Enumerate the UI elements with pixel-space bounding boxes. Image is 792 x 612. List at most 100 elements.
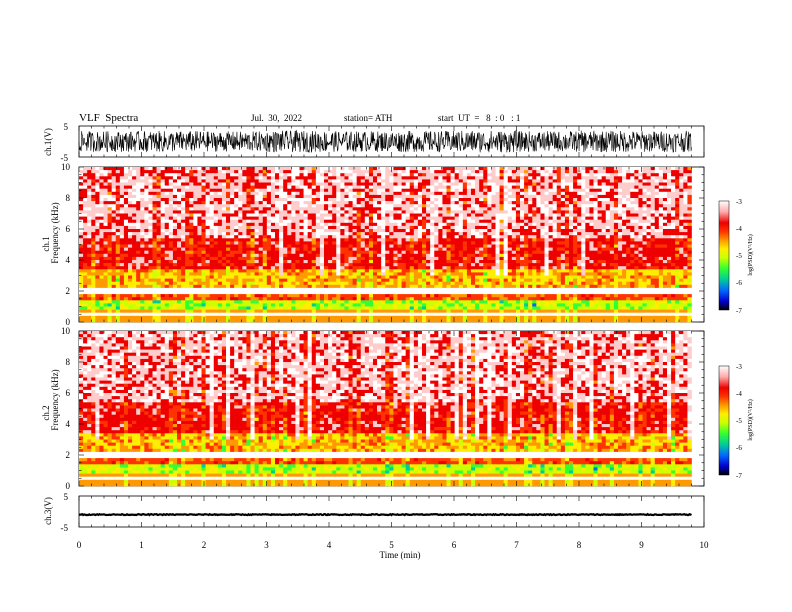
spectrogram-cell [315, 253, 321, 258]
spectrogram-cell [499, 173, 504, 177]
spectrogram-cell [128, 225, 133, 230]
spectrogram-cell [230, 188, 235, 193]
spectrogram-cell [487, 198, 492, 202]
spectrogram-cell [87, 235, 92, 239]
spectrogram-cell [356, 241, 362, 245]
spectrogram-cell [295, 194, 300, 199]
spectrogram-cell [466, 194, 472, 199]
spectrogram-cell [556, 188, 562, 193]
spectrogram-cell [609, 253, 615, 258]
spectrogram-cell [560, 229, 566, 233]
spectrogram-cell [377, 179, 382, 183]
spectrogram-cell [160, 194, 166, 199]
spectrogram-cell [605, 256, 611, 261]
spectrogram-cell [569, 182, 574, 186]
spectrogram-cell [417, 213, 423, 217]
spectrogram-cell [515, 235, 521, 239]
spectrogram-cell [299, 250, 304, 255]
spectrogram-cell [654, 201, 660, 205]
spectrogram-cell [336, 229, 341, 233]
spectrogram-cell [291, 198, 296, 202]
spectrogram-cell [458, 241, 464, 245]
spectrogram-cell [507, 238, 513, 242]
spectrogram-cell [662, 250, 668, 255]
spectrogram-cell [397, 188, 402, 193]
spectrogram-cell [238, 176, 243, 180]
spectrogram-cell [91, 173, 96, 177]
spectrogram-cell [548, 260, 553, 264]
spectrogram-cell [246, 167, 251, 171]
spectrogram-cell [532, 194, 537, 199]
spectrogram-cell [307, 229, 313, 233]
spectrogram-cell [213, 188, 219, 193]
spectrogram-cell [275, 170, 280, 174]
spectrogram-cell [397, 250, 402, 255]
spectrogram-cell [238, 194, 243, 199]
spectrogram-cell [589, 238, 594, 242]
spectrogram-cell [462, 250, 468, 255]
spectrogram-cell [79, 260, 84, 264]
spectrogram-cell [454, 222, 460, 227]
spectrogram-cell [368, 182, 374, 186]
spectrogram-cell [401, 256, 406, 261]
spectrogram-cell [266, 185, 272, 189]
spectrogram-cell [328, 182, 333, 186]
spectrogram-cell [234, 266, 239, 270]
spectrogram-cell [658, 182, 664, 186]
spectrogram-cell [221, 225, 227, 230]
spectrogram-cell [683, 225, 688, 230]
spectrogram-cell [83, 263, 88, 267]
spectrogram-cell [458, 182, 464, 186]
spectrogram-cell [479, 176, 484, 180]
spectrogram-cell [254, 222, 259, 227]
spectrogram-cell [177, 269, 182, 273]
spectrogram-cell [450, 263, 455, 267]
spectrogram-cell [160, 198, 166, 202]
spectrogram-cell [491, 204, 496, 208]
spectrogram-cell [585, 207, 590, 211]
spectrogram-cell [687, 266, 692, 270]
spectrogram-cell [168, 244, 174, 248]
spectrogram-cell [560, 263, 566, 267]
spectrogram-cell [185, 256, 190, 261]
spectrogram-cell [217, 256, 223, 261]
spectrogram-cell [242, 244, 247, 248]
spectrogram-cell [646, 185, 651, 189]
spectrogram-cell [393, 173, 398, 177]
spectrogram-cell [160, 204, 166, 208]
spectrogram-cell [589, 201, 594, 205]
spectrogram-cell [295, 204, 300, 208]
spectrogram-cell [622, 170, 627, 174]
spectrogram-cell [609, 241, 615, 245]
spectrogram-cell [156, 219, 161, 224]
spectrogram-cell [205, 244, 210, 248]
spectrogram-cell [266, 198, 272, 202]
spectrogram-cell [577, 207, 582, 211]
spectrogram-cell [544, 244, 549, 248]
spectrogram-cell [103, 198, 108, 202]
spectrogram-cell [589, 232, 594, 236]
spectrogram-cell [450, 225, 455, 230]
spectrogram-cell [487, 247, 492, 251]
spectrogram-cell [613, 225, 619, 230]
spectrogram-cell [638, 182, 643, 186]
spectrogram-cell [483, 253, 488, 258]
spectrogram-cell [679, 247, 684, 251]
spectrogram-cell [128, 222, 133, 227]
spectrogram-cell [319, 222, 325, 227]
spectrogram-cell [491, 194, 496, 199]
spectrogram-cell [168, 256, 174, 261]
spectrogram-cell [446, 256, 451, 261]
spectrogram-cell [221, 167, 227, 171]
spectrogram-cell [454, 182, 460, 186]
spectrogram-cell [140, 250, 145, 255]
spectrogram-cell [491, 266, 496, 270]
spectrogram-cell [136, 238, 141, 242]
spectrogram-cell [511, 253, 517, 258]
spectrogram-cell [119, 247, 125, 251]
spectrogram-cell [613, 210, 619, 214]
spectrogram-cell [462, 198, 468, 202]
spectrogram-cell [658, 207, 664, 211]
spectrogram-cell [626, 194, 631, 199]
spectrogram-cell [393, 176, 398, 180]
